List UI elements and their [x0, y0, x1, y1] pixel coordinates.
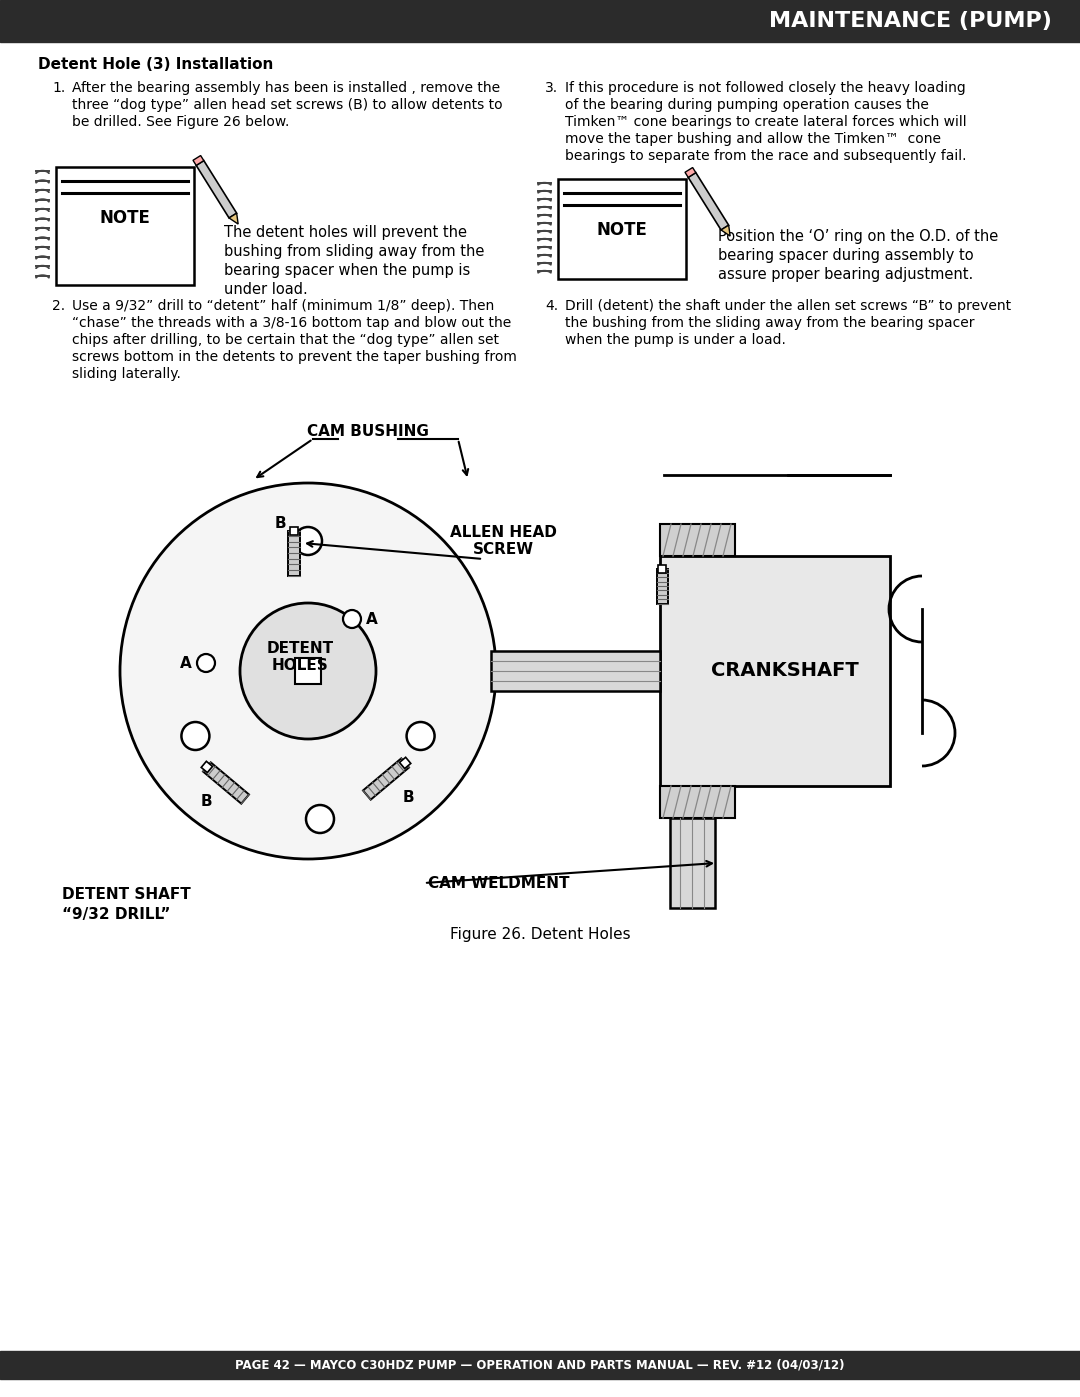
Text: If this procedure is not followed closely the heavy loading: If this procedure is not followed closel…: [565, 81, 966, 95]
Text: ALLEN HEAD
SCREW: ALLEN HEAD SCREW: [449, 525, 556, 557]
Polygon shape: [291, 527, 298, 535]
Text: 2.: 2.: [52, 299, 65, 313]
Text: Position the ‘O’ ring on the O.D. of the: Position the ‘O’ ring on the O.D. of the: [718, 229, 998, 244]
Text: B: B: [274, 515, 286, 531]
Bar: [670, 819, 715, 908]
Text: DETENT
HOLES: DETENT HOLES: [267, 641, 334, 673]
Polygon shape: [201, 761, 213, 773]
Text: The detent holes will prevent the: The detent holes will prevent the: [224, 225, 467, 240]
Text: chips after drilling, to be certain that the “dog type” allen set: chips after drilling, to be certain that…: [72, 332, 499, 346]
Bar: [0, 0, 1080, 42]
Text: of the bearing during pumping operation causes the: of the bearing during pumping operation …: [565, 98, 929, 112]
Text: bushing from sliding away from the: bushing from sliding away from the: [224, 244, 484, 258]
Polygon shape: [658, 564, 666, 573]
Polygon shape: [363, 759, 409, 799]
Text: sliding laterally.: sliding laterally.: [72, 367, 180, 381]
Circle shape: [294, 527, 322, 555]
Polygon shape: [288, 531, 300, 576]
Text: move the taper bushing and allow the Timken™  cone: move the taper bushing and allow the Tim…: [565, 131, 941, 147]
Text: be drilled. See Figure 26 below.: be drilled. See Figure 26 below.: [72, 115, 289, 129]
Text: CRANKSHAFT: CRANKSHAFT: [711, 662, 859, 680]
Circle shape: [120, 483, 496, 859]
Text: Detent Hole (3) Installation: Detent Hole (3) Installation: [38, 57, 273, 73]
Text: B: B: [402, 789, 414, 805]
Text: MAINTENANCE (PUMP): MAINTENANCE (PUMP): [769, 11, 1052, 31]
Text: Timken™ cone bearings to create lateral forces which will: Timken™ cone bearings to create lateral …: [565, 115, 967, 129]
Bar: [491, 651, 660, 692]
Bar: [660, 524, 735, 556]
Text: B: B: [200, 793, 212, 809]
Text: “chase” the threads with a 3/8-16 bottom tap and blow out the: “chase” the threads with a 3/8-16 bottom…: [72, 316, 511, 330]
Bar: [56, 168, 194, 285]
Text: “9/32 DRILL”: “9/32 DRILL”: [62, 907, 171, 922]
Text: Figure 26. Detent Holes: Figure 26. Detent Holes: [449, 928, 631, 943]
Bar: [0, 1351, 1080, 1379]
Text: DETENT SHAFT: DETENT SHAFT: [62, 887, 191, 902]
Polygon shape: [688, 173, 729, 231]
Text: assure proper bearing adjustment.: assure proper bearing adjustment.: [718, 267, 973, 282]
Text: NOTE: NOTE: [99, 210, 150, 226]
Text: bearings to separate from the race and subsequently fail.: bearings to separate from the race and s…: [565, 149, 967, 163]
Polygon shape: [193, 155, 204, 165]
Polygon shape: [197, 161, 237, 218]
Text: PAGE 42 — MAYCO C30HDZ PUMP — OPERATION AND PARTS MANUAL — REV. #12 (04/03/12): PAGE 42 — MAYCO C30HDZ PUMP — OPERATION …: [235, 1358, 845, 1372]
Text: After the bearing assembly has been is installed , remove the: After the bearing assembly has been is i…: [72, 81, 500, 95]
Text: Drill (detent) the shaft under the allen set screws “B” to prevent: Drill (detent) the shaft under the allen…: [565, 299, 1011, 313]
Text: A: A: [366, 612, 378, 626]
Bar: [558, 179, 686, 279]
Text: bearing spacer when the pump is: bearing spacer when the pump is: [224, 263, 470, 278]
Text: 3.: 3.: [545, 81, 558, 95]
Text: 1.: 1.: [52, 81, 65, 95]
Text: NOTE: NOTE: [596, 221, 647, 239]
Polygon shape: [400, 757, 410, 768]
Circle shape: [406, 722, 434, 750]
Text: bearing spacer during assembly to: bearing spacer during assembly to: [718, 249, 974, 263]
Bar: [295, 658, 321, 685]
Circle shape: [306, 805, 334, 833]
Text: Use a 9/32” drill to “detent” half (minimum 1/8” deep). Then: Use a 9/32” drill to “detent” half (mini…: [72, 299, 495, 313]
Circle shape: [181, 722, 210, 750]
Text: CAM BUSHING: CAM BUSHING: [307, 423, 429, 439]
Text: under load.: under load.: [224, 282, 308, 298]
Polygon shape: [685, 168, 696, 177]
Text: the bushing from the sliding away from the bearing spacer: the bushing from the sliding away from t…: [565, 316, 974, 330]
Circle shape: [343, 610, 361, 629]
Text: three “dog type” allen head set screws (B) to allow detents to: three “dog type” allen head set screws (…: [72, 98, 502, 112]
Bar: [660, 787, 735, 819]
Polygon shape: [657, 569, 667, 604]
Polygon shape: [229, 214, 239, 224]
Circle shape: [240, 604, 376, 739]
Text: 4.: 4.: [545, 299, 558, 313]
Circle shape: [197, 654, 215, 672]
Text: CAM WELDMENT: CAM WELDMENT: [428, 876, 569, 890]
Bar: [660, 556, 890, 787]
Text: screws bottom in the detents to prevent the taper bushing from: screws bottom in the detents to prevent …: [72, 351, 517, 365]
Polygon shape: [203, 763, 249, 803]
Text: A: A: [180, 655, 192, 671]
Polygon shape: [721, 225, 730, 236]
Text: when the pump is under a load.: when the pump is under a load.: [565, 332, 786, 346]
